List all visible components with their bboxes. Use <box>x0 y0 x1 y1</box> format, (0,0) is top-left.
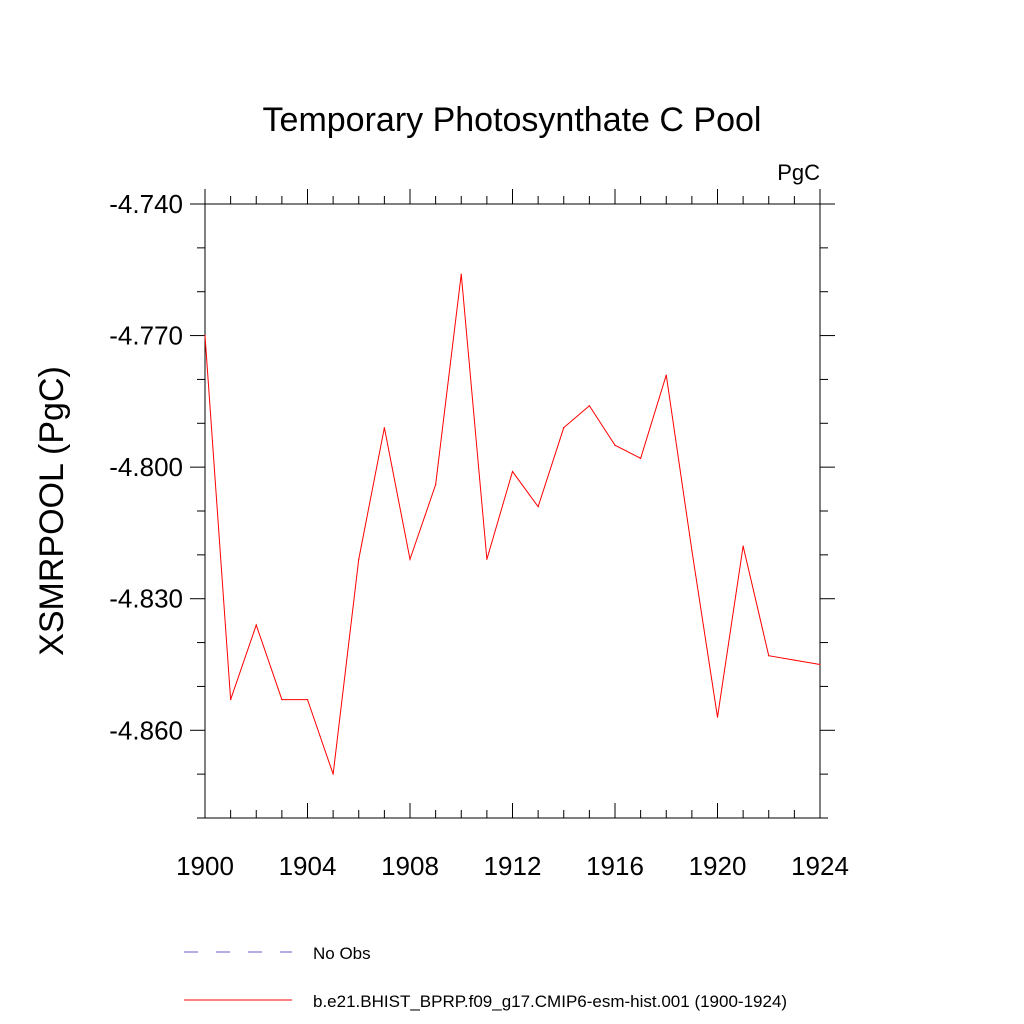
data-point <box>614 444 616 446</box>
y-tick-label: -4.800 <box>109 452 183 482</box>
x-tick-label: 1904 <box>279 851 337 881</box>
data-point <box>383 427 385 429</box>
data-point <box>716 716 719 718</box>
data-point <box>230 698 232 701</box>
data-point <box>691 549 693 552</box>
x-tick-label: 1900 <box>176 851 234 881</box>
axis-ticks: 1900 1904 1908 1912 1916 1920 1924 -4.740 -4.770… <box>109 189 849 881</box>
y-tick-label: -4.860 <box>109 715 183 745</box>
data-point <box>640 457 642 459</box>
data-point <box>255 624 257 626</box>
data-point <box>204 334 206 337</box>
y-tick-label: -4.770 <box>109 321 183 351</box>
legend: No Obs b.e21.BHIST_BPRP.f09_g17.CMIP6-esm… <box>184 944 787 1011</box>
chart-units: PgC <box>777 160 820 185</box>
data-point <box>332 773 334 775</box>
data-point <box>281 698 283 701</box>
chart-title: Temporary Photosynthate C Pool <box>263 101 762 139</box>
x-tick-label: 1912 <box>484 851 542 881</box>
x-tick-label: 1908 <box>381 851 439 881</box>
x-tick-label: 1916 <box>586 851 644 881</box>
y-axis-label: XSMRPOOL (PgC) <box>33 366 71 656</box>
data-point <box>588 405 590 407</box>
data-point <box>486 558 488 560</box>
data-point <box>358 558 360 560</box>
legend-label: No Obs <box>313 944 371 963</box>
data-point <box>306 698 309 701</box>
y-tick-label: -4.830 <box>109 584 183 614</box>
x-tick-label: 1924 <box>791 851 849 881</box>
data-point <box>742 545 744 547</box>
y-tick-label: -4.740 <box>109 189 183 219</box>
data-point <box>511 470 514 473</box>
plot-frame <box>204 203 821 819</box>
legend-label: b.e21.BHIST_BPRP.f09_g17.CMIP6-esm-hist.… <box>313 992 787 1011</box>
x-tick-label: 1920 <box>689 851 747 881</box>
data-point <box>793 659 795 661</box>
data-point <box>768 655 770 657</box>
data-point <box>665 374 667 376</box>
data-point <box>537 506 539 508</box>
data-point <box>819 663 821 666</box>
series-layer <box>204 273 821 775</box>
data-point <box>409 558 411 560</box>
data-point <box>563 427 565 429</box>
series-line <box>204 274 821 775</box>
data-point <box>460 273 462 275</box>
data-point <box>435 484 437 486</box>
